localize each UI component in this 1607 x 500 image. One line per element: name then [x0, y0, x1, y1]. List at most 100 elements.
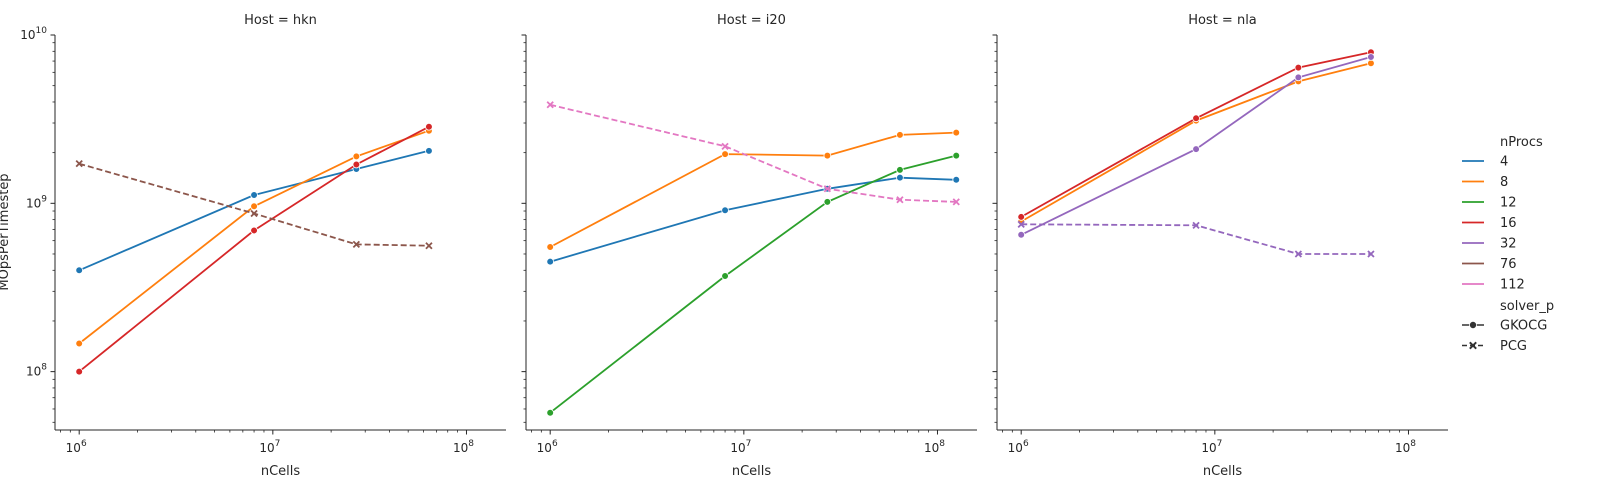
x-tick-label: 108 [924, 439, 945, 455]
y-tick-label: 109 [26, 194, 47, 210]
x-tick-label: 107 [259, 439, 280, 455]
legend-entry-label: 32 [1500, 237, 1517, 252]
y-tick-label: 108 [26, 363, 47, 379]
data-point [250, 226, 258, 235]
data-point-x [546, 101, 554, 109]
data-point [952, 175, 961, 184]
data-point-x [823, 185, 831, 193]
data-point [823, 151, 832, 160]
data-point [352, 152, 361, 161]
legend-entry-label: 16 [1500, 216, 1517, 231]
legend-entry-label: 4 [1500, 155, 1508, 170]
legend-style-label: GKOCG [1500, 319, 1547, 334]
series-line-8-gkocg [549, 131, 957, 248]
x-tick-label-exp: 6 [1023, 439, 1029, 449]
legend-style-title: solver_p [1500, 299, 1554, 314]
x-tick-label: 106 [537, 439, 558, 455]
y-tick-label-base: 10 [26, 365, 41, 379]
series-line-112-pcg [549, 103, 957, 203]
x-axis-label: nCells [1203, 464, 1243, 479]
data-point [1367, 59, 1375, 67]
x-tick-label-base: 10 [453, 441, 468, 455]
x-tick-label-exp: 7 [746, 439, 752, 449]
x-tick-label: 108 [453, 439, 474, 455]
data-point-x [721, 142, 729, 150]
data-point-x [1017, 220, 1025, 228]
series-line-4-gkocg [549, 176, 957, 263]
data-point-x [425, 242, 433, 250]
y-tick-label-base: 10 [26, 196, 41, 210]
series-line-32-pcg [1021, 223, 1371, 255]
y-axis-label: MOpsPerTimestep [0, 173, 12, 290]
data-point [952, 128, 961, 137]
data-point [546, 243, 554, 251]
series-line-16-gkocg [1020, 51, 1372, 218]
legend-hue-title: nProcs [1500, 135, 1543, 150]
data-point [250, 191, 258, 199]
data-point [1192, 114, 1200, 123]
data-point [1192, 145, 1200, 153]
y-tick-label-base: 10 [20, 28, 35, 42]
data-point [1017, 213, 1025, 221]
data-point [1017, 231, 1025, 239]
data-point [896, 166, 904, 174]
data-point [896, 131, 904, 139]
x-tick-label: 106 [66, 439, 87, 455]
series-line-8-gkocg [78, 129, 430, 345]
data-point [1294, 73, 1303, 82]
x-tick-label-base: 10 [1008, 441, 1023, 455]
series-line-76-pcg [78, 162, 429, 247]
x-tick-label-exp: 6 [552, 439, 558, 449]
legend-marker-x [1469, 341, 1477, 350]
data-point [721, 206, 729, 215]
x-tick-label-base: 10 [537, 441, 552, 455]
data-point [75, 266, 83, 275]
data-point-x [352, 240, 360, 249]
series-line-32-gkocg [1020, 56, 1372, 236]
panel-title: Host = i20 [717, 13, 786, 28]
x-tick-label: 107 [730, 439, 751, 455]
data-point-x [1192, 221, 1200, 229]
data-point [352, 160, 361, 169]
legend-style-label: PCG [1500, 339, 1527, 354]
legend-entry-label: 8 [1500, 175, 1508, 190]
x-tick-label-exp: 8 [939, 439, 945, 449]
x-tick-label: 108 [1395, 439, 1416, 455]
data-point [1367, 53, 1375, 61]
legend-entry-label: 76 [1500, 257, 1517, 272]
y-tick-label-exp: 10 [36, 26, 48, 36]
legend-marker-circle [1469, 320, 1478, 329]
data-point-x [952, 198, 960, 206]
x-tick-label-exp: 7 [275, 439, 281, 449]
x-tick-label-exp: 8 [468, 439, 474, 449]
panel-title: Host = hkn [244, 13, 317, 28]
y-tick-label: 1010 [20, 26, 47, 42]
x-tick-label-base: 10 [924, 441, 939, 455]
series-line-16-gkocg [78, 126, 430, 373]
panel-title: Host = nla [1188, 13, 1257, 28]
data-point-x [250, 209, 258, 218]
x-axis-label: nCells [261, 464, 301, 479]
legend-entry-label: 112 [1500, 278, 1525, 293]
x-tick-label-base: 10 [259, 441, 274, 455]
data-point [823, 198, 832, 206]
data-point-x [896, 196, 904, 204]
data-point-x [75, 160, 83, 168]
series-line-8-gkocg [1020, 62, 1372, 223]
x-tick-label-exp: 6 [81, 439, 87, 449]
data-point [75, 367, 83, 376]
data-point [1294, 63, 1303, 72]
data-point [952, 151, 961, 160]
data-point [721, 150, 729, 158]
y-tick-label-exp: 8 [41, 363, 47, 373]
data-point [546, 257, 554, 266]
x-tick-label: 106 [1008, 439, 1029, 455]
series-line-4-gkocg [78, 149, 430, 272]
data-point [721, 272, 729, 280]
data-point [896, 173, 904, 182]
x-tick-label-base: 10 [730, 441, 745, 455]
